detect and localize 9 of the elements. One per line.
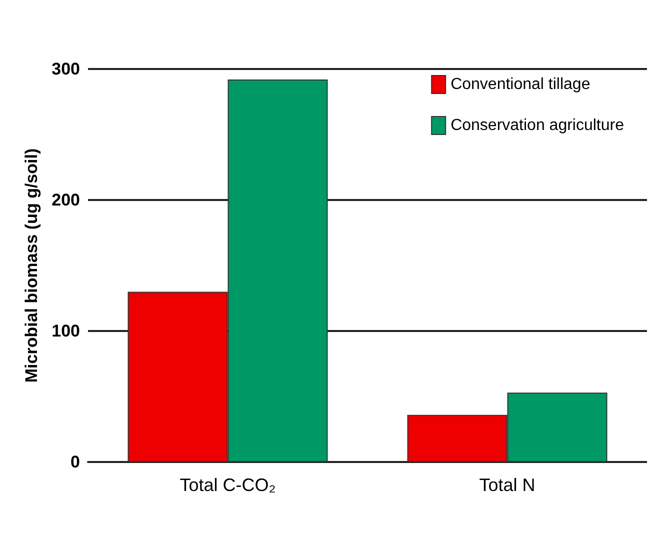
y-tick-label: 200 (52, 190, 80, 210)
legend-label: Conventional tillage (450, 76, 590, 93)
y-axis-title: Microbial biomass (ug g/soil) (22, 148, 41, 383)
y-tick-label: 100 (52, 322, 80, 340)
y-tick-label: 0 (70, 452, 80, 472)
y-tick-label: 300 (52, 60, 80, 78)
x-tick-label: Total C-CO₂ (180, 475, 276, 495)
x-tick-label: Total N (479, 475, 536, 495)
legend-label: Conservation agriculture (450, 117, 624, 134)
